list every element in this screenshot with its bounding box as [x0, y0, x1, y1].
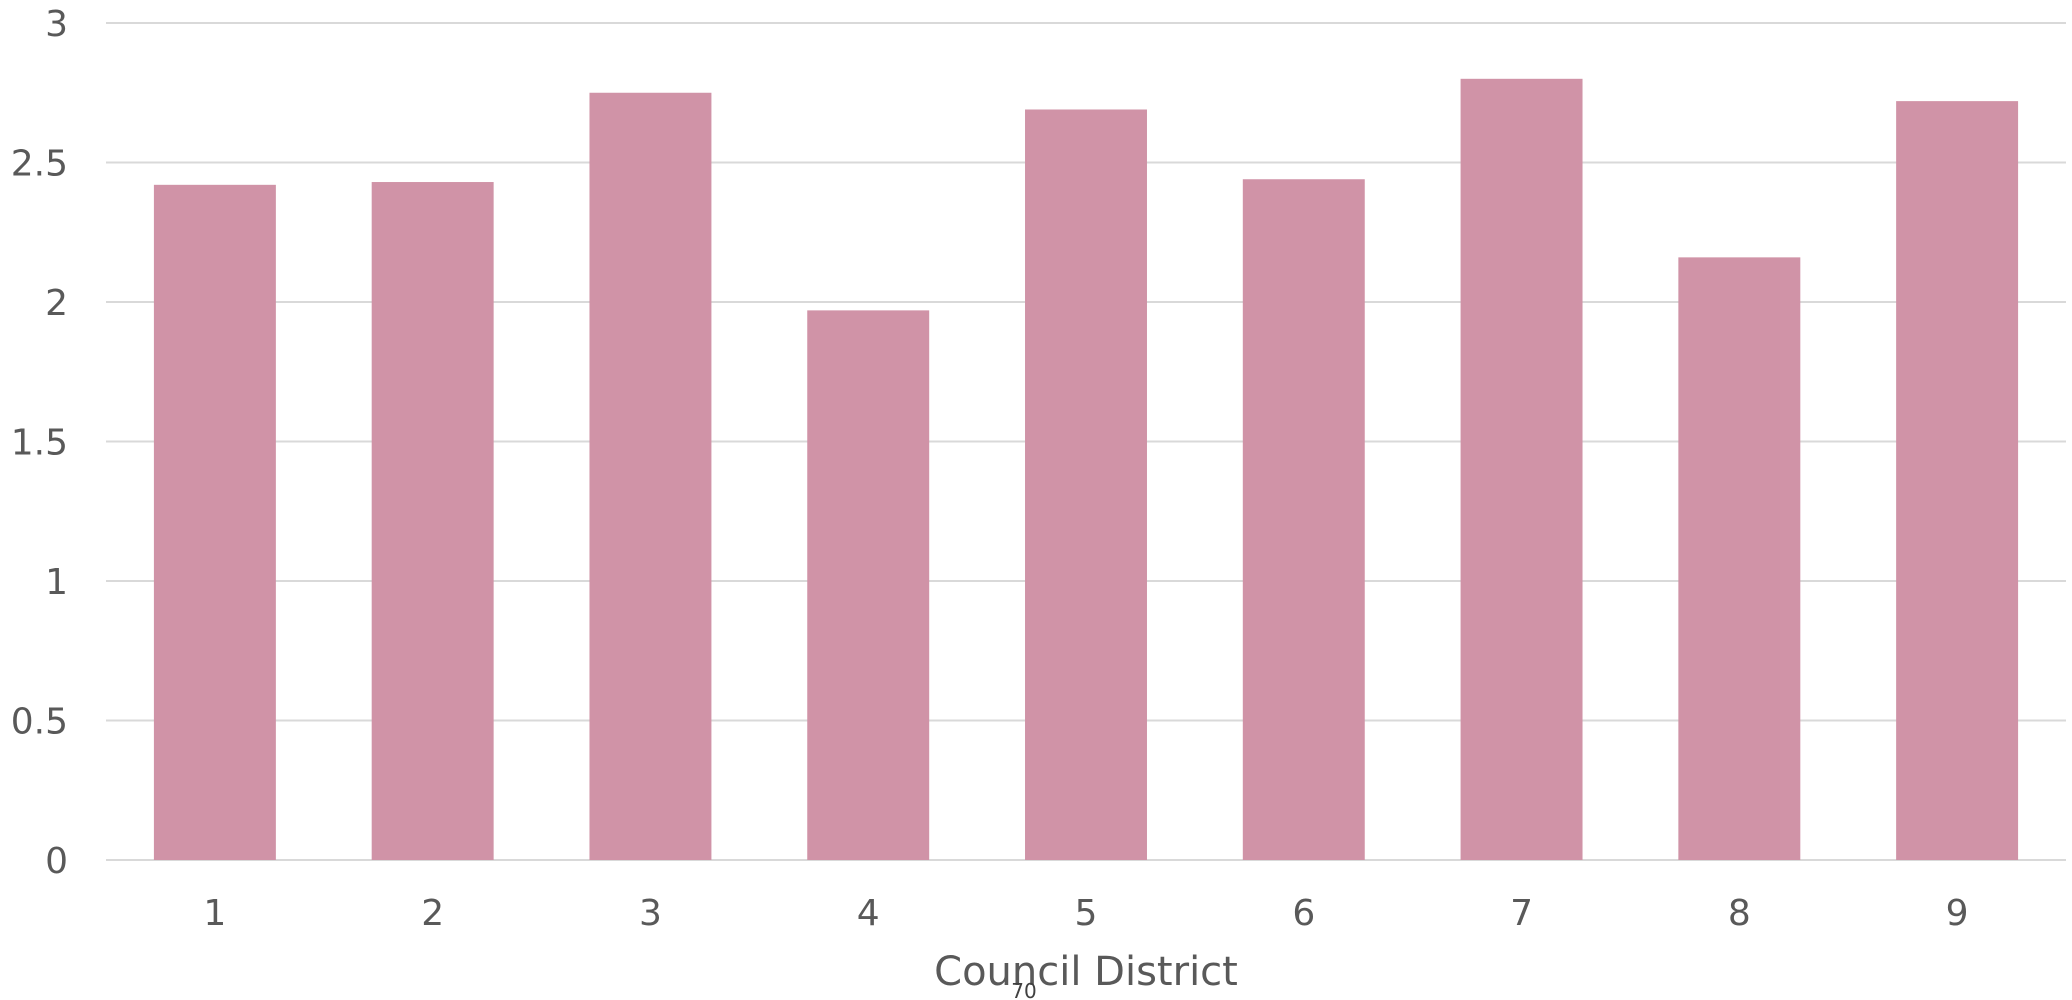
y-axis-ticks: 0 0.5 1 1.5 2 2.5 3 [11, 4, 68, 882]
x-tick-label: 6 [1292, 893, 1315, 934]
bar-district-4 [807, 310, 930, 860]
bar-district-3 [589, 92, 712, 860]
y-tick-label: 0 [45, 841, 68, 882]
y-tick-label: 2.5 [11, 144, 68, 185]
bar-district-9 [1896, 101, 2019, 861]
bars [153, 78, 2019, 861]
x-tick-label: 1 [203, 893, 226, 934]
x-tick-label: 7 [1510, 893, 1533, 934]
x-tick-label: 9 [1946, 893, 1969, 934]
bar-district-1 [153, 184, 276, 860]
x-tick-label: 8 [1728, 893, 1751, 934]
y-tick-label: 3 [45, 4, 68, 45]
y-tick-label: 1.5 [11, 423, 68, 464]
x-axis-ticks: 1 2 3 4 5 6 7 8 9 [203, 893, 1968, 934]
y-tick-label: 1 [45, 562, 68, 603]
x-tick-label: 5 [1075, 893, 1098, 934]
bar-district-7 [1460, 78, 1583, 861]
y-tick-label: 0.5 [11, 702, 68, 743]
x-axis-title: Council District [934, 949, 1238, 995]
x-tick-label: 4 [857, 893, 880, 934]
y-tick-label: 2 [45, 283, 68, 324]
x-tick-label: 3 [639, 893, 662, 934]
bar-district-5 [1025, 109, 1147, 861]
page-number: 70 [1011, 979, 1036, 1000]
bar-district-2 [371, 182, 494, 860]
bar-district-8 [1678, 257, 1801, 860]
x-tick-label: 2 [421, 893, 444, 934]
bar-district-6 [1242, 179, 1365, 861]
